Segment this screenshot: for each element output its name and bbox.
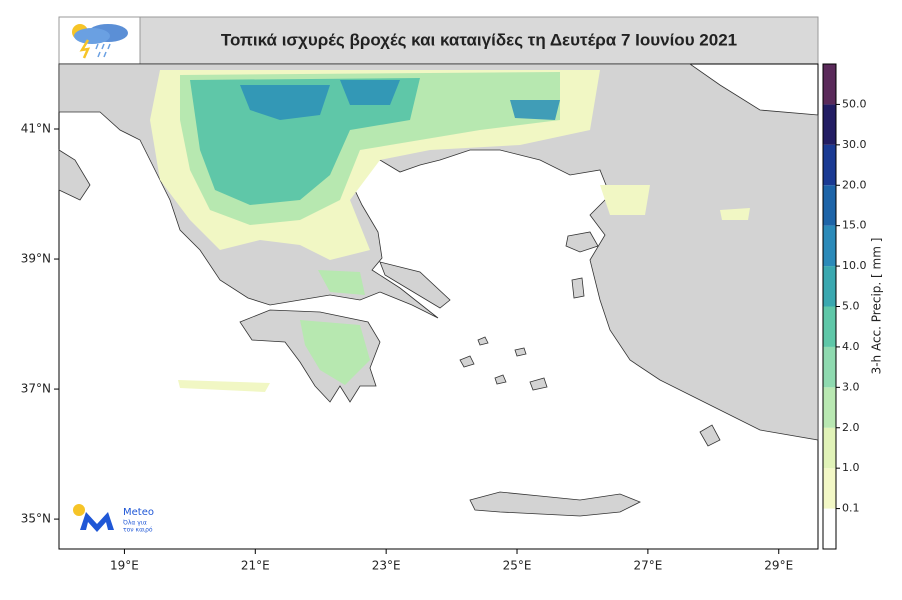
x-tick-label: 29°E: [764, 559, 793, 573]
colorbar-tick-label: 20.0: [842, 178, 867, 191]
colorbar-swatch: [823, 64, 836, 105]
colorbar-swatch: [823, 346, 836, 388]
colorbar-swatch: [823, 427, 836, 469]
map-title: Τοπικά ισχυρές βροχές και καταιγίδες τη …: [221, 30, 737, 49]
colorbar-swatch: [823, 266, 836, 307]
colorbar-swatch: [823, 225, 836, 267]
logo: Meteo Όλα για τον καιρό: [73, 504, 154, 534]
colorbar-swatch: [823, 104, 836, 145]
colorbar-tick-label: 0.1: [842, 502, 860, 515]
rain-area: [300, 270, 370, 385]
colorbar-swatch: [823, 144, 836, 186]
land-lesvos: [565, 231, 599, 253]
colorbar-tick-label: 10.0: [842, 259, 867, 272]
colorbar-tick-label: 50.0: [842, 97, 867, 110]
y-tick-label: 35°N: [21, 512, 51, 526]
y-tick-label: 39°N: [21, 252, 51, 266]
map-area: [58, 63, 819, 550]
land-cyclades: [459, 336, 548, 391]
rain-area: [190, 78, 420, 205]
colorbar-swatch: [823, 387, 836, 428]
x-tick-label: 27°E: [633, 559, 662, 573]
title-box: [139, 16, 819, 65]
colorbar-tick-label: 15.0: [842, 219, 867, 232]
colorbar-tick-label: 30.0: [842, 138, 867, 151]
logo-name: Meteo: [123, 507, 154, 518]
x-tick-label: 21°E: [241, 559, 270, 573]
land-crete: [469, 491, 641, 517]
colorbar-label: 3-h Acc. Precip. [ mm ]: [870, 238, 884, 375]
weather-icon: [72, 24, 128, 59]
y-tick-label: 37°N: [21, 382, 51, 396]
rain-area: [240, 80, 560, 120]
land-chios: [571, 277, 585, 299]
land-evia: [379, 261, 451, 309]
x-tick-label: 19°E: [110, 559, 139, 573]
land-italy: [58, 149, 91, 201]
colorbar-swatch: [823, 185, 836, 226]
logo-tagline: Όλα για: [122, 520, 147, 527]
x-tick-label: 23°E: [372, 559, 401, 573]
logo-tagline: τον καιρό: [123, 527, 153, 534]
colorbar-tick-label: 5.0: [842, 300, 860, 313]
colorbar-swatch: [823, 508, 836, 549]
colorbar-swatch: [823, 468, 836, 509]
colorbar-tick-label: 3.0: [842, 380, 860, 393]
colorbar-swatch: [823, 306, 836, 347]
land-rhodes: [699, 424, 721, 447]
x-tick-label: 25°E: [503, 559, 532, 573]
colorbar-tick-label: 2.0: [842, 421, 860, 434]
colorbar-tick-label: 1.0: [842, 461, 860, 474]
y-tick-label: 41°N: [21, 122, 51, 136]
colorbar-tick-label: 4.0: [842, 340, 860, 353]
